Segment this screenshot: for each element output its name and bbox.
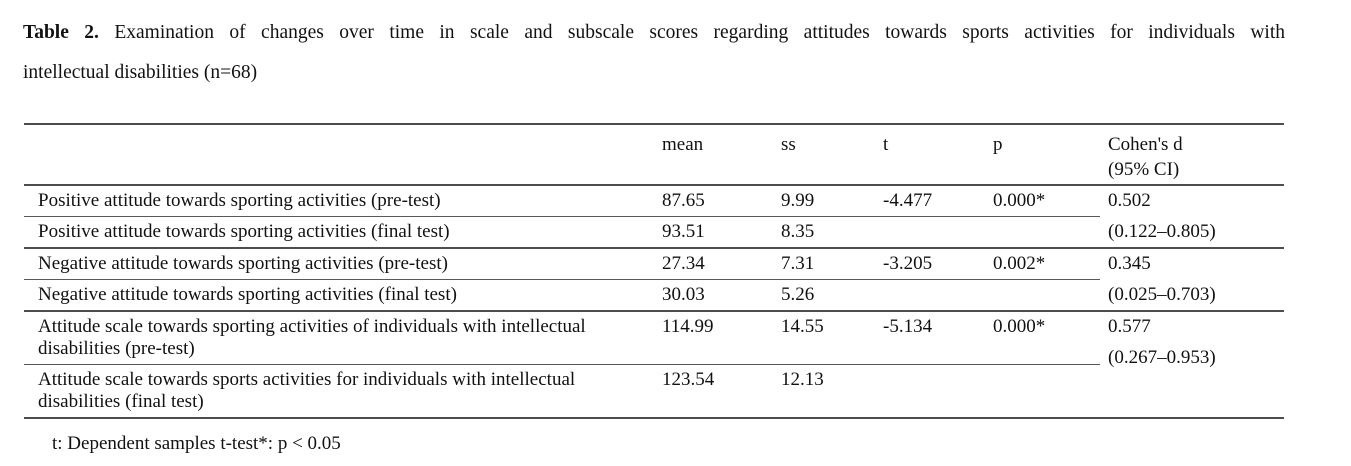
t-value: -4.477 — [875, 185, 985, 217]
table-row: Attitude scale towards sporting activiti… — [24, 311, 1284, 419]
col-header-mean: mean — [654, 124, 773, 186]
cohens-d-value: 0.502 — [1108, 190, 1151, 211]
row-label: Attitude scale towards sporting activiti… — [24, 311, 654, 365]
t-value: -5.134 — [875, 311, 985, 365]
table-row: Positive attitude towards sporting activ… — [24, 185, 1284, 249]
ss-value: 8.35 — [773, 216, 875, 249]
t-value: -3.205 — [875, 248, 985, 280]
row-label: Negative attitude towards sporting activ… — [24, 248, 654, 280]
ss-value: 14.55 — [773, 311, 875, 365]
cohens-d-value: 0.577 — [1108, 316, 1151, 337]
mean-value: 30.03 — [654, 279, 773, 312]
cohens-d-cell: 0.577 (0.267–0.953) — [1100, 311, 1284, 419]
mean-value: 27.34 — [654, 248, 773, 280]
table-row: Negative attitude towards sporting activ… — [24, 248, 1284, 312]
col-header-cohens-d-line1: Cohen's d — [1108, 134, 1183, 155]
cohens-d-ci: (0.122–0.805) — [1108, 221, 1216, 242]
header-row: mean ss t p Cohen's d (95% CI) — [24, 124, 1284, 186]
mean-value: 114.99 — [654, 311, 773, 365]
col-header-variable — [24, 124, 654, 186]
table-caption-line1: Table 2. Examination of changes over tim… — [23, 13, 1285, 53]
table-footnote: t: Dependent samples t-test*: p < 0.05 — [52, 433, 341, 454]
p-value — [985, 364, 1100, 419]
col-header-cohens-d-line2: (95% CI) — [1108, 159, 1180, 180]
table-caption: Table 2. Examination of changes over tim… — [23, 13, 1285, 93]
cohens-d-cell: 0.345 (0.025–0.703) — [1100, 248, 1284, 312]
table-caption-line2: intellectual disabilities (n=68) — [23, 62, 258, 83]
t-value — [875, 279, 985, 312]
table-row: Attitude scale towards sports activities… — [24, 364, 1284, 419]
p-value: 0.000* — [985, 185, 1100, 217]
row-label: Negative attitude towards sporting activ… — [24, 279, 654, 312]
ss-value: 5.26 — [773, 279, 875, 312]
cohens-d-cell: 0.502 (0.122–0.805) — [1100, 185, 1284, 249]
p-value — [985, 216, 1100, 249]
table-row: Positive attitude towards sporting activ… — [24, 216, 1284, 249]
mean-value: 87.65 — [654, 185, 773, 217]
t-value — [875, 364, 985, 419]
col-header-ss: ss — [773, 124, 875, 186]
col-header-p: p — [985, 124, 1100, 186]
mean-value: 93.51 — [654, 216, 773, 249]
table-caption-text: Examination of changes over time in scal… — [98, 22, 1285, 43]
p-value: 0.000* — [985, 311, 1100, 365]
table-caption-label: Table 2. — [23, 22, 99, 43]
table-row: Negative attitude towards sporting activ… — [24, 279, 1284, 312]
col-header-t: t — [875, 124, 985, 186]
cohens-d-ci: (0.025–0.703) — [1108, 284, 1216, 305]
p-value: 0.002* — [985, 248, 1100, 280]
cohens-d-value: 0.345 — [1108, 253, 1151, 274]
ss-value: 12.13 — [773, 364, 875, 419]
p-value — [985, 279, 1100, 312]
col-header-cohens-d: Cohen's d (95% CI) — [1100, 124, 1284, 186]
results-table: mean ss t p Cohen's d (95% CI) Positive … — [24, 123, 1284, 419]
ss-value: 7.31 — [773, 248, 875, 280]
row-label: Positive attitude towards sporting activ… — [24, 216, 654, 249]
mean-value: 123.54 — [654, 364, 773, 419]
row-label: Attitude scale towards sports activities… — [24, 364, 654, 419]
cohens-d-ci: (0.267–0.953) — [1108, 347, 1216, 368]
t-value — [875, 216, 985, 249]
row-label: Positive attitude towards sporting activ… — [24, 185, 654, 217]
ss-value: 9.99 — [773, 185, 875, 217]
